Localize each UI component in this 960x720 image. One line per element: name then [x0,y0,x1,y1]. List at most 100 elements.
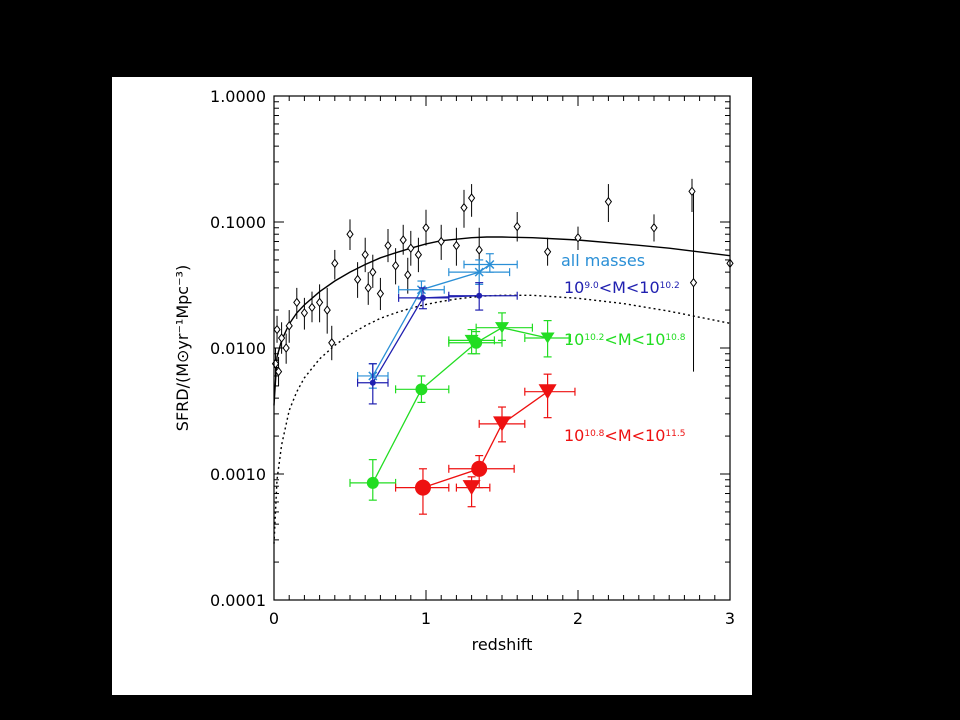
cross-marker [416,285,426,295]
literature-point [407,230,415,266]
diamond-marker [384,240,392,251]
diamond-marker [361,249,369,260]
chart-panel: 0 1 2 3 0.0001 0.0010 0.0100 0.1000 1.0000 redsh… [112,77,752,695]
triangle-down-marker [540,332,555,344]
legend-text: 10 [564,278,584,297]
diamond-marker [407,243,415,253]
circle-marker [415,383,428,396]
literature-point [422,209,430,246]
series-line-0 [372,263,491,377]
literature-point [688,178,696,213]
diamond-marker [437,236,445,247]
data-point [448,454,515,489]
diamond-marker [688,186,696,197]
data-point [448,282,518,311]
cross-marker [485,259,495,270]
model-curve-dotted [273,294,731,544]
literature-point [414,237,423,273]
diamond-marker [467,193,476,203]
data-point [448,328,495,355]
data-point [357,363,389,405]
literature-point [293,287,301,319]
diamond-marker [376,288,385,299]
literature-point [364,272,372,305]
diamond-marker [513,221,521,232]
series-5 [455,373,576,508]
data-point [455,476,491,508]
legend-exponent: 10.8 [584,429,604,439]
series-line-2 [372,327,548,484]
diamond-marker [293,297,301,308]
diamond-marker [346,229,354,240]
diamond-marker [475,245,483,255]
literature-point [328,325,336,361]
x-tick-label: 1 [421,609,431,628]
legend-exponent: 10.2 [660,281,680,291]
diamond-marker [391,260,400,271]
circle-marker [414,479,431,496]
diamond-marker [414,249,423,260]
literature-point [513,212,521,242]
diamond-marker [404,270,412,280]
data-point [349,459,397,501]
data-series [349,253,576,515]
triangle-down-marker [538,384,557,400]
data-point [524,319,571,358]
diamond-marker [277,333,286,343]
legend-text: <M<10 [604,426,665,445]
series-3 [448,312,571,358]
dot-marker [369,379,376,386]
diamond-marker [353,274,362,285]
diamond-marker [689,277,698,288]
dot-marker [419,294,426,301]
legend-text: <M<10 [599,278,660,297]
literature-point [376,277,385,311]
data-point [478,406,526,443]
literature-point [467,184,476,217]
x-tick-label: 3 [725,609,735,628]
legend-text: 10 [564,330,584,349]
literature-point [300,297,309,330]
literature-point [273,315,281,343]
diamond-marker [364,283,372,293]
triangle-down-marker [495,322,509,334]
triangle-down-marker [462,480,481,496]
diamond-marker [308,302,316,313]
series-line-3 [422,391,548,489]
y-axis-label: SFRD/(M⊙yr⁻¹Mpc⁻³) [173,265,192,431]
diamond-marker [300,308,309,318]
data-point [448,259,511,285]
literature-point [650,214,658,242]
literature-point [543,237,552,266]
circle-marker [471,460,488,477]
diamond-marker [273,324,281,335]
y-tick-label: 0.0100 [210,339,266,358]
triangle-down-marker [493,416,511,432]
literature-point [282,333,290,364]
literature-point [315,284,324,323]
literature-point [437,224,445,260]
literature-point [391,248,400,285]
literature-point [277,322,286,354]
series-4 [395,454,515,515]
diamond-marker [331,258,339,269]
diamond-marker [452,240,461,251]
data-point [475,312,533,341]
diamond-marker [369,267,377,277]
axes: 0 1 2 3 0.0001 0.0010 0.0100 0.1000 1.0000 [210,87,735,628]
legend-exponent: 10.2 [584,333,604,343]
x-tick-label: 0 [269,609,279,628]
literature-point [369,254,377,288]
series-1 [357,282,518,405]
diamond-marker [604,196,613,207]
legend-text: 10 [564,426,584,445]
literature-points [271,178,734,386]
y-tick-label: 0.0010 [210,465,266,484]
legend: all masses109.0<M<1010.21010.2<M<1010.81… [561,251,686,445]
literature-point [353,262,362,298]
circle-marker [366,476,379,489]
literature-point [574,226,582,250]
y-tick-label: 0.1000 [210,213,266,232]
diamond-marker [460,202,468,213]
sfrd-redshift-chart: 0 1 2 3 0.0001 0.0010 0.0100 0.1000 1.0000 redsh… [173,87,735,654]
